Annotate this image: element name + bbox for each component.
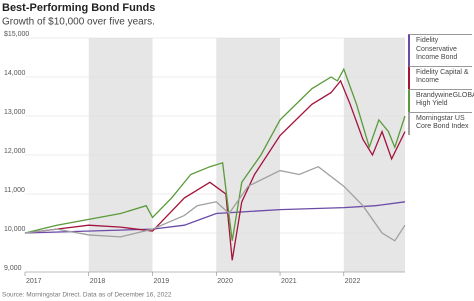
y-tick-label: 11,000 bbox=[4, 187, 25, 194]
y-tick-label: 10,000 bbox=[4, 226, 26, 233]
chart-title: Best-Performing Bond Funds bbox=[2, 2, 155, 14]
y-tick-label: 14,000 bbox=[4, 70, 26, 77]
source: Source: Morningstar Direct. Data as of D… bbox=[2, 292, 172, 299]
series-line bbox=[24, 79, 406, 261]
legend-entry: BrandywineGLOBAL High Yield bbox=[408, 88, 474, 112]
legend-entry: Morningstar US Core Bond Index bbox=[408, 111, 472, 135]
legend: Fidelity Conservative Income Bond Fidelit… bbox=[408, 34, 474, 135]
series-line bbox=[24, 201, 406, 234]
series-line bbox=[24, 165, 406, 242]
x-tick-label: 2018 bbox=[90, 278, 106, 285]
x-tick-label: 2017 bbox=[26, 278, 42, 285]
series-line bbox=[24, 67, 406, 241]
chart-subtitle: Growth of $10,000 over five years. bbox=[2, 17, 155, 28]
legend-entry: Fidelity Conservative Income Bond bbox=[408, 34, 472, 66]
y-tick-label: 9,000 bbox=[4, 265, 22, 272]
x-tick-label: 2021 bbox=[281, 278, 297, 285]
x-tick-label: 2019 bbox=[154, 278, 170, 285]
y-tick-label: 12,000 bbox=[4, 148, 26, 155]
x-tick-label: 2022 bbox=[345, 278, 361, 285]
legend-entry: Fidelity Capital & Income bbox=[408, 65, 472, 89]
y-tick-label: $15,000 bbox=[4, 31, 29, 38]
x-tick-label: 2020 bbox=[217, 278, 233, 285]
y-tick-label: 13,000 bbox=[4, 109, 26, 116]
